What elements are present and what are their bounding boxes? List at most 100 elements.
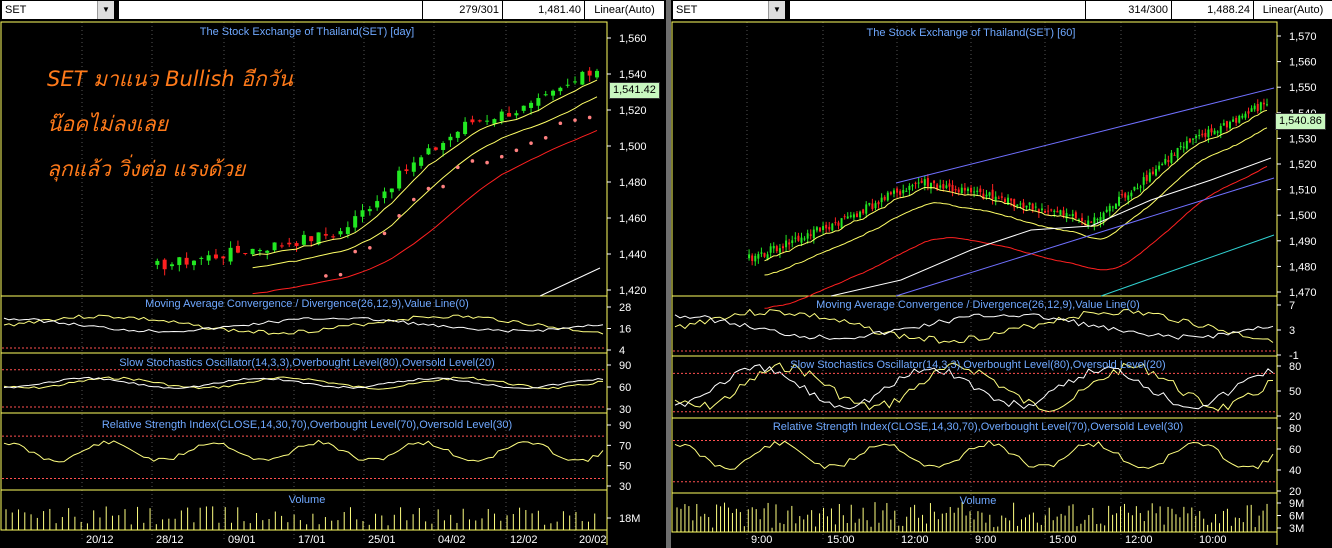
- ma-slow-line: [252, 129, 598, 295]
- candle-body: [191, 260, 196, 266]
- candle-body: [521, 105, 526, 111]
- candle-body: [1081, 217, 1084, 221]
- rsi-tick-label: 50: [619, 461, 631, 473]
- candle-body: [843, 216, 846, 218]
- candle-body: [902, 190, 905, 194]
- chevron-down-icon[interactable]: ▼: [768, 1, 785, 19]
- sar-dot: [368, 245, 372, 250]
- left-symbol-select[interactable]: SET ▼: [2, 1, 114, 19]
- right-symbol-select[interactable]: SET ▼: [673, 1, 785, 19]
- candle-body: [960, 187, 963, 194]
- candle-body: [1090, 221, 1093, 223]
- left-chart-canvas: The Stock Exchange of Thailand(SET) [day…: [0, 21, 647, 546]
- channel-line: [1100, 234, 1275, 297]
- candle-body: [775, 246, 778, 252]
- stoch-line: [3, 376, 604, 390]
- candle-body: [1250, 108, 1253, 112]
- sar-dot: [426, 186, 431, 191]
- candle-body: [250, 248, 255, 255]
- candle-body: [760, 252, 763, 254]
- candle-body: [973, 191, 976, 193]
- sar-dot: [382, 231, 387, 236]
- candle-body: [426, 148, 431, 155]
- price-tick-label: 1,440: [619, 249, 647, 261]
- x-axis-label: 9:00: [975, 534, 996, 546]
- rsi-line: [674, 439, 1274, 470]
- right-scale-mode[interactable]: Linear(Auto): [1253, 1, 1332, 19]
- candle-body: [754, 255, 757, 262]
- candle-body: [551, 90, 556, 96]
- left-price-title: The Stock Exchange of Thailand(SET) [day…: [200, 26, 414, 38]
- chevron-down-icon[interactable]: ▼: [97, 1, 114, 19]
- annotation-line-3: ลุกแล้ว วิ่งต่อ แรงด้วย: [47, 157, 246, 181]
- stoch-tick-label: 90: [619, 360, 631, 372]
- candle-body: [1247, 111, 1250, 114]
- macd-line: [674, 308, 1274, 344]
- sar-dot: [499, 154, 504, 159]
- candle-body: [1003, 198, 1006, 203]
- candle-body: [492, 119, 497, 124]
- price-tick-label: 1,510: [1289, 185, 1317, 197]
- price-tick-label: 1,550: [1289, 82, 1317, 94]
- candle-body: [1219, 126, 1222, 134]
- candle-body: [945, 185, 948, 188]
- candle-body: [1056, 211, 1059, 213]
- candle-body: [840, 218, 843, 228]
- candle-body: [375, 201, 380, 208]
- left-symbol-value: SET: [5, 4, 27, 16]
- candle-body: [228, 247, 233, 262]
- candle-body: [1010, 198, 1013, 201]
- candle-body: [514, 113, 519, 116]
- candle-body: [287, 242, 292, 245]
- left-scale-mode[interactable]: Linear(Auto): [584, 1, 664, 19]
- candle-body: [1130, 192, 1133, 197]
- left-pane-frames: [0, 21, 608, 545]
- candle-body: [852, 214, 855, 218]
- sar-dot: [397, 214, 401, 218]
- candle-body: [905, 190, 908, 192]
- volume-tick-label: 6M: [1289, 511, 1304, 523]
- stoch-line: [674, 362, 1274, 413]
- candle-body: [397, 170, 402, 189]
- left-stoch-pane: [2, 369, 605, 408]
- sar-dot: [558, 121, 563, 126]
- rsi-tick-label: 40: [1289, 465, 1301, 477]
- stoch-tick-label: 60: [619, 382, 631, 394]
- candle-body: [1040, 208, 1043, 211]
- price-tick-label: 1,520: [619, 105, 647, 117]
- candle-body: [837, 222, 840, 226]
- rsi-tick-label: 70: [619, 440, 631, 452]
- candle-body: [1139, 186, 1142, 188]
- candle-body: [1192, 138, 1195, 140]
- candle-body: [1244, 113, 1247, 118]
- right-price-pane: [748, 87, 1275, 309]
- candle-body: [221, 256, 226, 259]
- ma-mid-line: [252, 96, 598, 269]
- candle-body: [874, 203, 877, 209]
- stoch-tick-label: 80: [1289, 361, 1301, 373]
- x-axis-label: 12:00: [1125, 534, 1153, 546]
- sar-dot: [514, 148, 519, 153]
- right-symbol-value: SET: [676, 4, 698, 16]
- candle-body: [1204, 132, 1207, 137]
- candle-body: [985, 194, 988, 197]
- candle-body: [1225, 121, 1228, 128]
- panel-divider[interactable]: [666, 0, 671, 548]
- candle-body: [1108, 205, 1111, 212]
- candle-body: [1235, 117, 1238, 123]
- candle-body: [419, 157, 424, 166]
- candle-body: [1253, 105, 1256, 110]
- rsi-tick-label: 80: [1289, 423, 1301, 435]
- candle-body: [822, 226, 825, 231]
- candle-body: [1188, 138, 1191, 143]
- right-stoch-pane: [673, 362, 1275, 413]
- candle-body: [272, 242, 277, 251]
- stoch-tick-label: 20: [1289, 411, 1301, 423]
- candle-body: [1136, 188, 1139, 190]
- price-tick-label: 1,480: [1289, 261, 1317, 273]
- candle-body: [257, 250, 262, 252]
- candle-body: [1007, 197, 1010, 205]
- candle-body: [899, 191, 902, 195]
- candle-body: [477, 120, 482, 122]
- rsi-line: [3, 439, 604, 463]
